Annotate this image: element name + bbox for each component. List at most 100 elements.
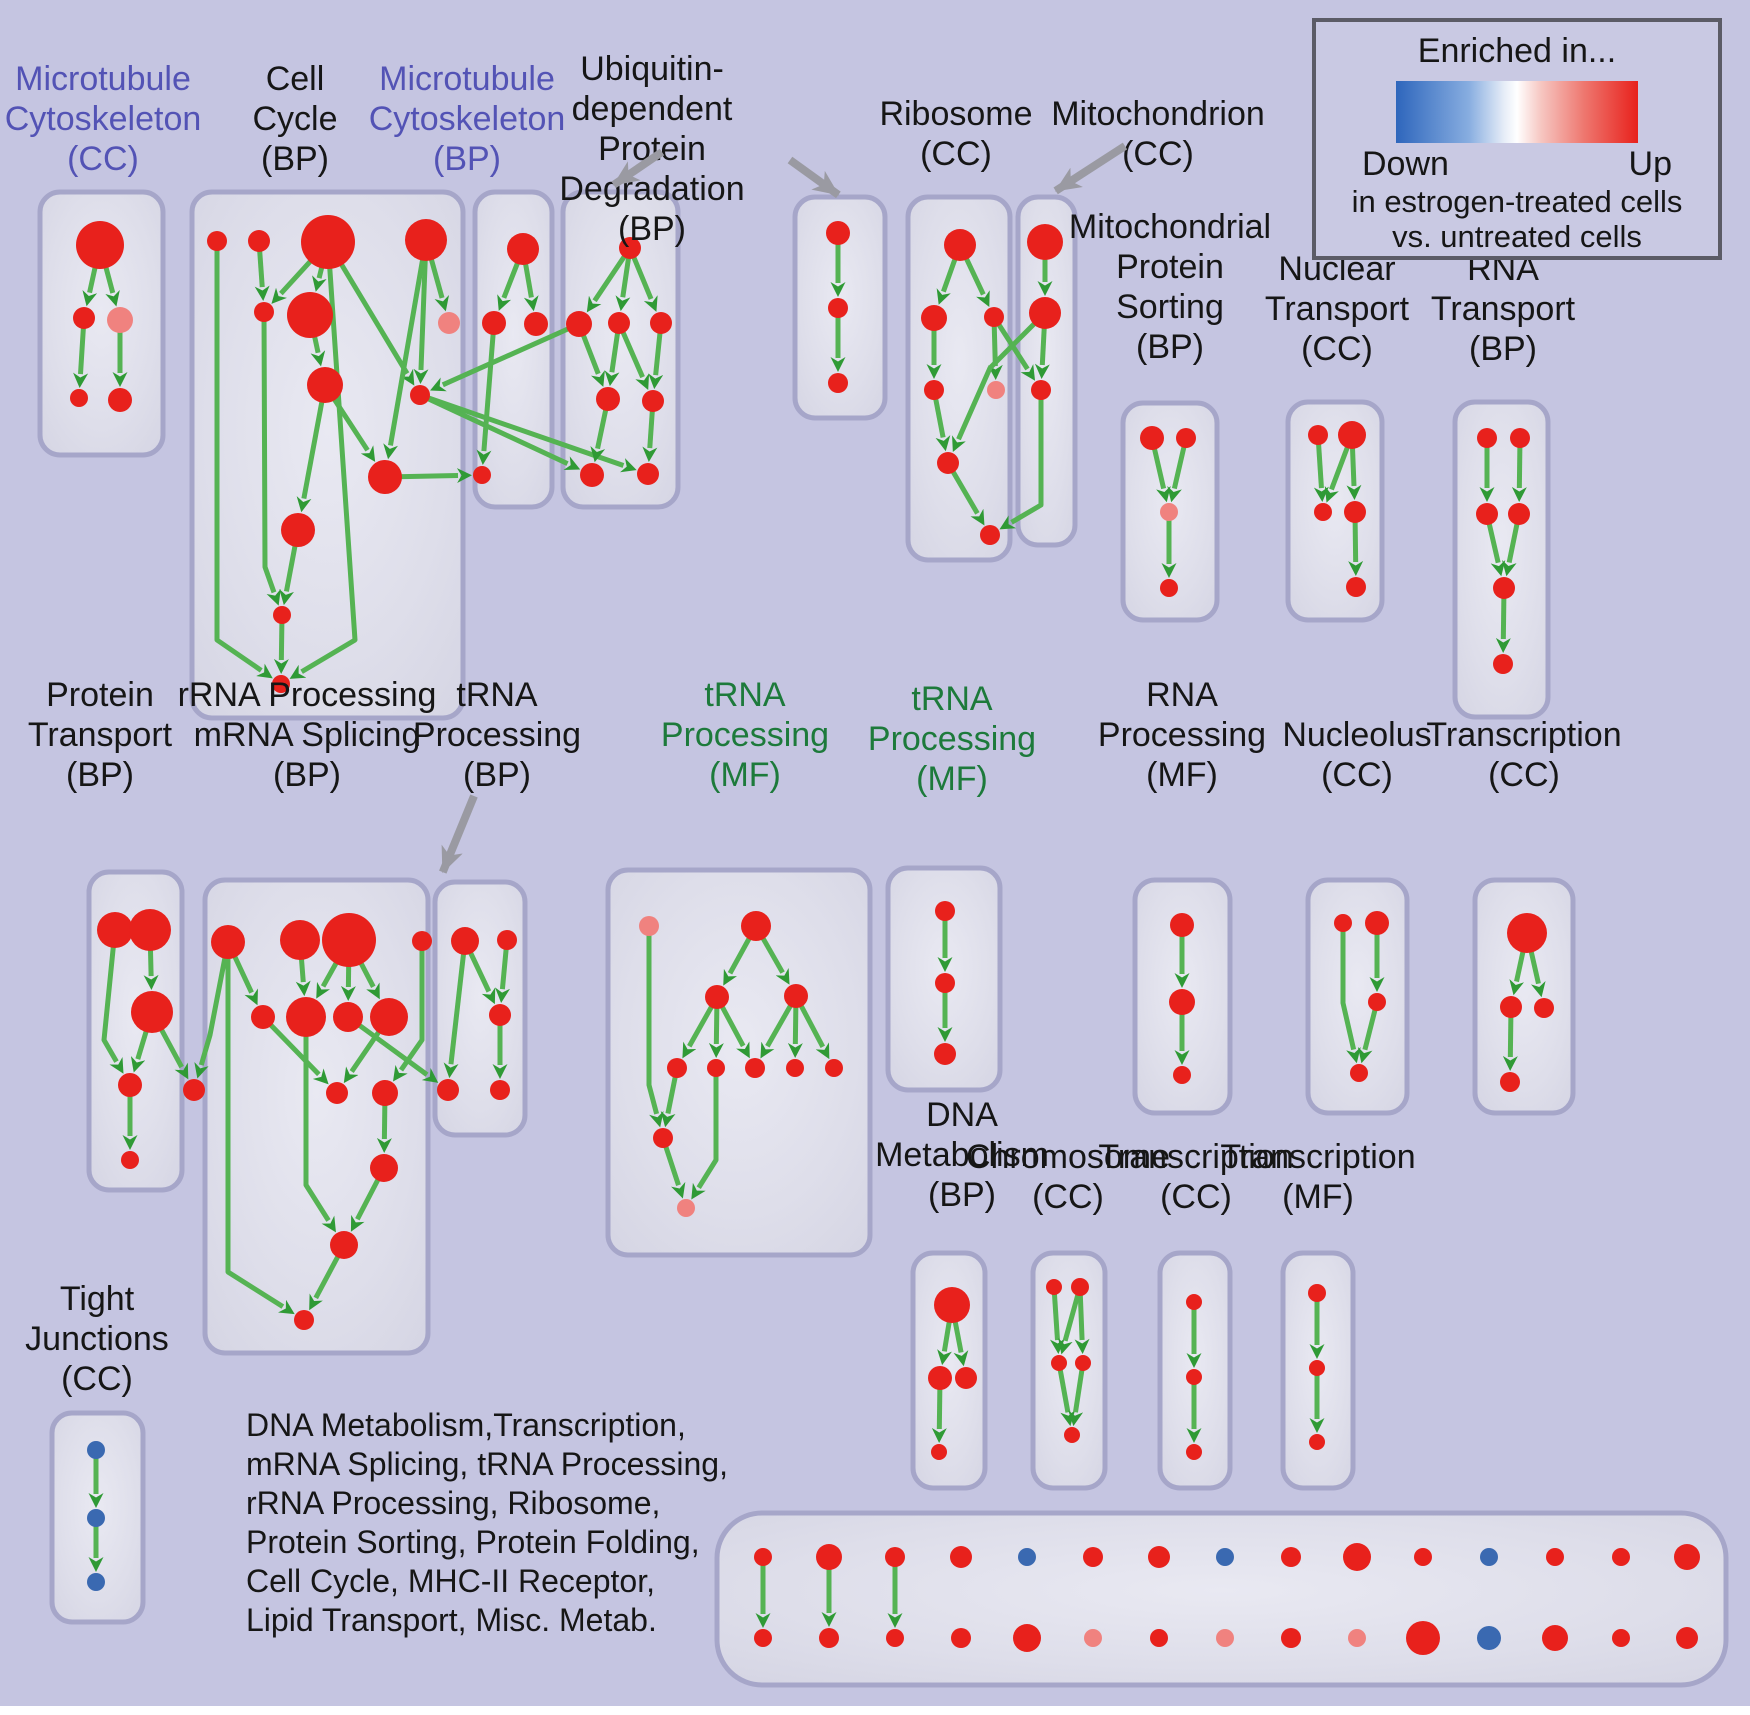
edge-L7-M3: [346, 1014, 439, 1083]
node-H4: [1160, 579, 1178, 597]
box-cell-cycle: [189, 189, 466, 721]
legend-caption-2: vs. untreated cells: [1392, 219, 1642, 254]
label-transcription-cc-1-line-0: Transcription: [1426, 716, 1621, 754]
node-C2: [482, 311, 506, 335]
node-H3: [1160, 503, 1178, 521]
node-S3: [955, 1367, 977, 1389]
node-D3: [608, 312, 630, 334]
node-U2: [1186, 1369, 1202, 1385]
label-nucleolus-line-0: Nucleolus: [1282, 716, 1431, 754]
label-mito-protein-sorting-line-0: Mitochondrial: [1069, 208, 1271, 246]
label-ubiquitin-line-1: dependent: [572, 90, 733, 128]
node-N11: [677, 1199, 695, 1217]
edge-B9-D7: [418, 392, 581, 470]
node-F5: [987, 381, 1005, 399]
node-X14: [1612, 1548, 1630, 1566]
label-rrna-mrna-line-0: rRNA Processing: [178, 676, 437, 714]
node-T1: [1046, 1279, 1062, 1295]
node-X10: [1343, 1543, 1371, 1571]
label-rna-processing-mf-line-0: RNA: [1146, 676, 1218, 714]
node-W3: [87, 1573, 105, 1591]
node-N5: [667, 1058, 687, 1078]
node-K4: [118, 1073, 142, 1097]
node-M1: [451, 927, 479, 955]
node-N9: [825, 1059, 843, 1077]
box-ribosome: [905, 194, 1013, 563]
node-I5: [1346, 577, 1366, 597]
edge-B4-B10: [383, 239, 429, 460]
legend-title: Enriched in...: [1417, 32, 1617, 70]
node-U1: [1186, 1294, 1202, 1310]
node-T5: [1064, 1427, 1080, 1443]
edge-D2-B9: [430, 321, 581, 392]
node-L2: [280, 920, 320, 960]
box-rna-transport: [1452, 399, 1551, 720]
node-X2: [816, 1544, 842, 1570]
edge-B1-B13: [214, 241, 273, 679]
node-A1: [76, 221, 124, 269]
node-I1: [1308, 425, 1328, 445]
node-L10: [372, 1080, 398, 1106]
node-L5: [251, 1005, 275, 1029]
node-Y9: [1281, 1628, 1301, 1648]
node-H1: [1140, 426, 1164, 450]
node-X6: [1083, 1547, 1103, 1567]
node-M3: [437, 1079, 459, 1101]
misc-categories-note: DNA Metabolism,Transcription, mRNA Splic…: [246, 1406, 728, 1640]
node-Y4: [951, 1628, 971, 1648]
node-R2: [1500, 996, 1522, 1018]
node-N8: [786, 1059, 804, 1077]
label-mt-cc-line-2: (CC): [67, 140, 139, 178]
legend-gradient-bar: [1396, 81, 1638, 143]
edge-B8-B11: [296, 384, 328, 513]
node-D2: [566, 311, 592, 337]
node-O2: [935, 973, 955, 993]
label-transcription-cc-1-line-1: (CC): [1488, 756, 1560, 794]
node-Y8: [1216, 1629, 1234, 1647]
node-X13: [1546, 1548, 1564, 1566]
node-L6: [286, 997, 326, 1037]
node-A2: [73, 307, 95, 329]
node-P3: [1173, 1066, 1191, 1084]
label-rrna-mrna-line-2: (BP): [273, 756, 341, 794]
node-V2: [1309, 1360, 1325, 1376]
box-mt-cc: [37, 189, 166, 458]
label-rrna-mrna-line-1: mRNA Splicing: [194, 716, 421, 754]
edge-N1-N10: [646, 926, 664, 1128]
node-X3: [885, 1547, 905, 1567]
note-line: Cell Cycle, MHC-II Receptor,: [246, 1563, 655, 1599]
node-K2: [129, 909, 171, 951]
node-S4: [931, 1444, 947, 1460]
label-rna-transport-line-1: Transport: [1431, 290, 1576, 328]
label-mito-protein-sorting-line-1: Protein: [1116, 248, 1224, 286]
edge-L1-K6: [194, 941, 231, 1079]
node-J1: [1477, 428, 1497, 448]
label-mt-bp-line-2: (BP): [433, 140, 501, 178]
node-N10: [653, 1128, 673, 1148]
node-Y14: [1612, 1629, 1630, 1647]
node-D6: [642, 390, 664, 412]
label-tight-junctions-line-2: (CC): [61, 1360, 133, 1398]
node-L9: [326, 1082, 348, 1104]
edge-T2-T3: [1058, 1286, 1083, 1355]
label-rna-processing-mf-line-2: (MF): [1146, 756, 1218, 794]
node-D1: [619, 237, 641, 259]
label-cell-cycle-line-2: (BP): [261, 140, 329, 178]
node-O3: [934, 1043, 956, 1065]
legend-caption-1: in estrogen-treated cells: [1351, 184, 1683, 219]
node-P2: [1169, 989, 1195, 1015]
box-nucleolus: [1305, 877, 1410, 1116]
edge-Q1-Q4: [1340, 923, 1361, 1064]
edge-L6-L12: [303, 1017, 336, 1233]
node-B11: [281, 513, 315, 547]
node-B6: [287, 292, 333, 338]
node-O1: [935, 901, 955, 921]
node-N6: [707, 1059, 725, 1077]
node-X4: [950, 1546, 972, 1568]
edge-L5-L9: [261, 1015, 329, 1085]
box-nuclear-transport: [1285, 399, 1385, 623]
label-ubiquitin-line-4: (BP): [618, 210, 686, 248]
node-B13: [272, 675, 290, 693]
node-F3: [984, 307, 1004, 327]
